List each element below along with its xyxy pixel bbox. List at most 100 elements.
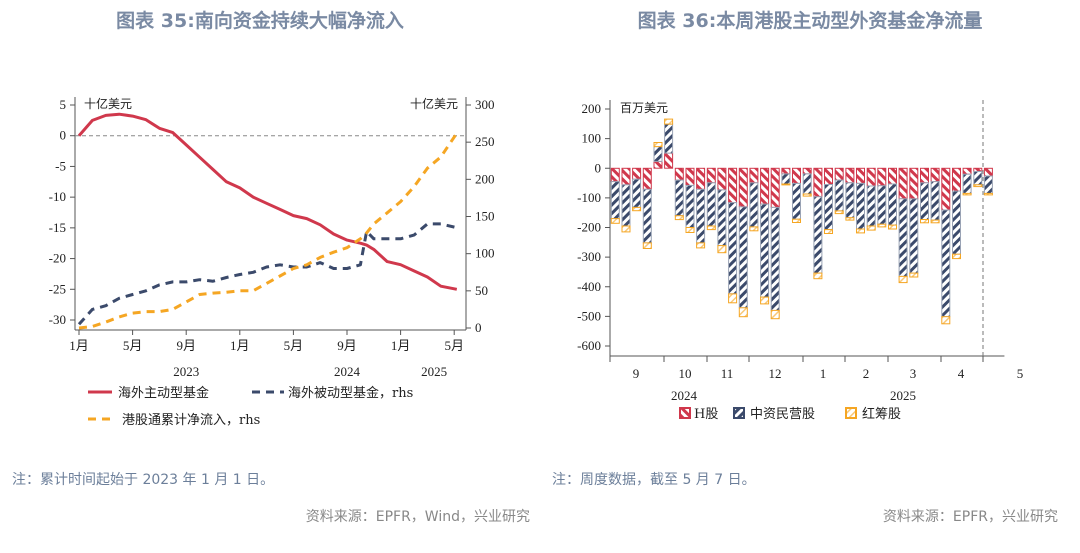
bar-2-11 bbox=[728, 293, 738, 304]
bar-1-30 bbox=[930, 181, 940, 221]
bar-1-25 bbox=[877, 185, 887, 225]
bar-2-3 bbox=[642, 242, 652, 249]
bar-1-29 bbox=[920, 182, 929, 221]
legend-label: 港股通累计净流入，rhs bbox=[122, 413, 260, 428]
bar-0-17 bbox=[792, 167, 801, 184]
bar-1-19 bbox=[813, 196, 823, 274]
source: 资料来源：EPFR，Wind，兴业研究 bbox=[306, 509, 530, 525]
chart-36: 图表 36:本周港股主动型外资基金净流量 百万美元 200 100 0 -100 -20… bbox=[552, 9, 1058, 525]
bar-2-26 bbox=[888, 224, 897, 230]
year-label: 2023 bbox=[173, 364, 199, 379]
bar-2-32 bbox=[952, 253, 961, 260]
year-label: 2025 bbox=[421, 364, 447, 379]
x-tick-label: 1 bbox=[820, 366, 827, 381]
right-axis-unit: 十亿美元 bbox=[410, 96, 458, 111]
x-tick-label: 5月 bbox=[284, 338, 304, 353]
year-label: 2025 bbox=[890, 388, 916, 403]
bar-0-13 bbox=[749, 167, 759, 184]
bar-0-1 bbox=[621, 167, 631, 186]
bar-2-8 bbox=[696, 242, 706, 249]
bar-0-22 bbox=[845, 167, 855, 184]
bar-1-21 bbox=[834, 179, 844, 212]
bar-1-34 bbox=[973, 171, 983, 186]
x-tick-label: 3 bbox=[910, 366, 917, 381]
bar-1-31 bbox=[941, 209, 951, 318]
y-right-tick-label: 0 bbox=[475, 320, 482, 335]
y-tick-label: -400 bbox=[577, 279, 601, 294]
bar-1-0 bbox=[610, 181, 620, 220]
y-tick-label: -500 bbox=[577, 308, 601, 323]
bar-2-29 bbox=[920, 219, 929, 224]
y-tick-label: 100 bbox=[582, 131, 602, 146]
bar-2-16 bbox=[781, 183, 791, 186]
bar-0-0 bbox=[610, 167, 620, 183]
bar-1-24 bbox=[866, 185, 876, 227]
y-tick-label: -20 bbox=[49, 251, 66, 266]
bar-0-26 bbox=[888, 167, 897, 185]
bar-2-0 bbox=[610, 218, 620, 224]
y-tick-label: -600 bbox=[577, 338, 601, 353]
bar-2-2 bbox=[632, 206, 642, 212]
bar-2-27 bbox=[898, 275, 908, 284]
bar-2-21 bbox=[834, 210, 844, 215]
bar-1-7 bbox=[685, 184, 695, 228]
bar-1-35 bbox=[983, 175, 993, 194]
y-tick-label: -100 bbox=[577, 190, 601, 205]
x-tick-label: 1月 bbox=[391, 338, 411, 353]
y-tick-label: 0 bbox=[595, 160, 602, 175]
legend: H股 中资民营股 红筹股 bbox=[679, 406, 901, 422]
y-right-tick-label: 50 bbox=[475, 283, 488, 298]
y-right-tick-label: 150 bbox=[475, 209, 495, 224]
bar-0-19 bbox=[813, 167, 823, 198]
bar-1-23 bbox=[856, 182, 865, 230]
bar-0-10 bbox=[717, 167, 727, 191]
x-tick-label: 5 bbox=[1017, 366, 1024, 381]
bar-1-9 bbox=[706, 182, 716, 227]
x-tick-label: 1月 bbox=[230, 338, 250, 353]
bar-2-6 bbox=[674, 215, 684, 221]
y-right-tick-label: 100 bbox=[475, 246, 495, 261]
bar-1-10 bbox=[717, 189, 727, 247]
x-tick-label: 9月 bbox=[337, 338, 357, 353]
y-tick-label: 200 bbox=[582, 101, 602, 116]
legend-label: 海外主动型基金 bbox=[118, 385, 209, 401]
bar-1-20 bbox=[824, 184, 833, 230]
x-tick-label: 11 bbox=[721, 366, 734, 381]
bar-2-23 bbox=[856, 228, 865, 234]
bar-1-4 bbox=[653, 146, 663, 162]
series-line-0 bbox=[77, 112, 458, 291]
x-tick-label: 5月 bbox=[123, 338, 143, 353]
bar-0-2 bbox=[632, 167, 642, 180]
bar-0-35 bbox=[983, 167, 993, 177]
y-right-tick-label: 250 bbox=[475, 134, 495, 149]
bar-2-24 bbox=[866, 225, 876, 231]
bar-0-29 bbox=[920, 167, 929, 184]
bar-0-8 bbox=[696, 167, 706, 190]
bar-1-22 bbox=[845, 182, 855, 219]
bar-0-28 bbox=[909, 167, 919, 200]
bar-0-16 bbox=[781, 167, 791, 175]
bar-1-14 bbox=[760, 203, 770, 298]
bar-0-6 bbox=[674, 167, 684, 181]
y-tick-label: -5 bbox=[55, 158, 66, 173]
y-tick-label: 5 bbox=[60, 97, 67, 112]
bar-0-24 bbox=[866, 167, 876, 187]
year-label: 2024 bbox=[671, 388, 698, 403]
bar-1-3 bbox=[642, 188, 652, 244]
bar-0-9 bbox=[706, 167, 716, 184]
legend-label: 海外被动型基金，rhs bbox=[288, 385, 413, 401]
y-tick-label: -25 bbox=[49, 281, 66, 296]
bar-0-18 bbox=[802, 167, 812, 175]
legend-swatch-private bbox=[733, 407, 745, 419]
bar-2-12 bbox=[738, 307, 748, 318]
bar-0-27 bbox=[898, 167, 908, 200]
y-tick-label: -10 bbox=[49, 189, 66, 204]
bar-1-12 bbox=[738, 206, 748, 309]
y-tick-label: -30 bbox=[49, 312, 66, 327]
bar-1-16 bbox=[781, 173, 791, 185]
x-tick-label: 5月 bbox=[444, 338, 464, 353]
bar-0-30 bbox=[930, 167, 940, 183]
y-right-tick-label: 300 bbox=[475, 97, 495, 112]
